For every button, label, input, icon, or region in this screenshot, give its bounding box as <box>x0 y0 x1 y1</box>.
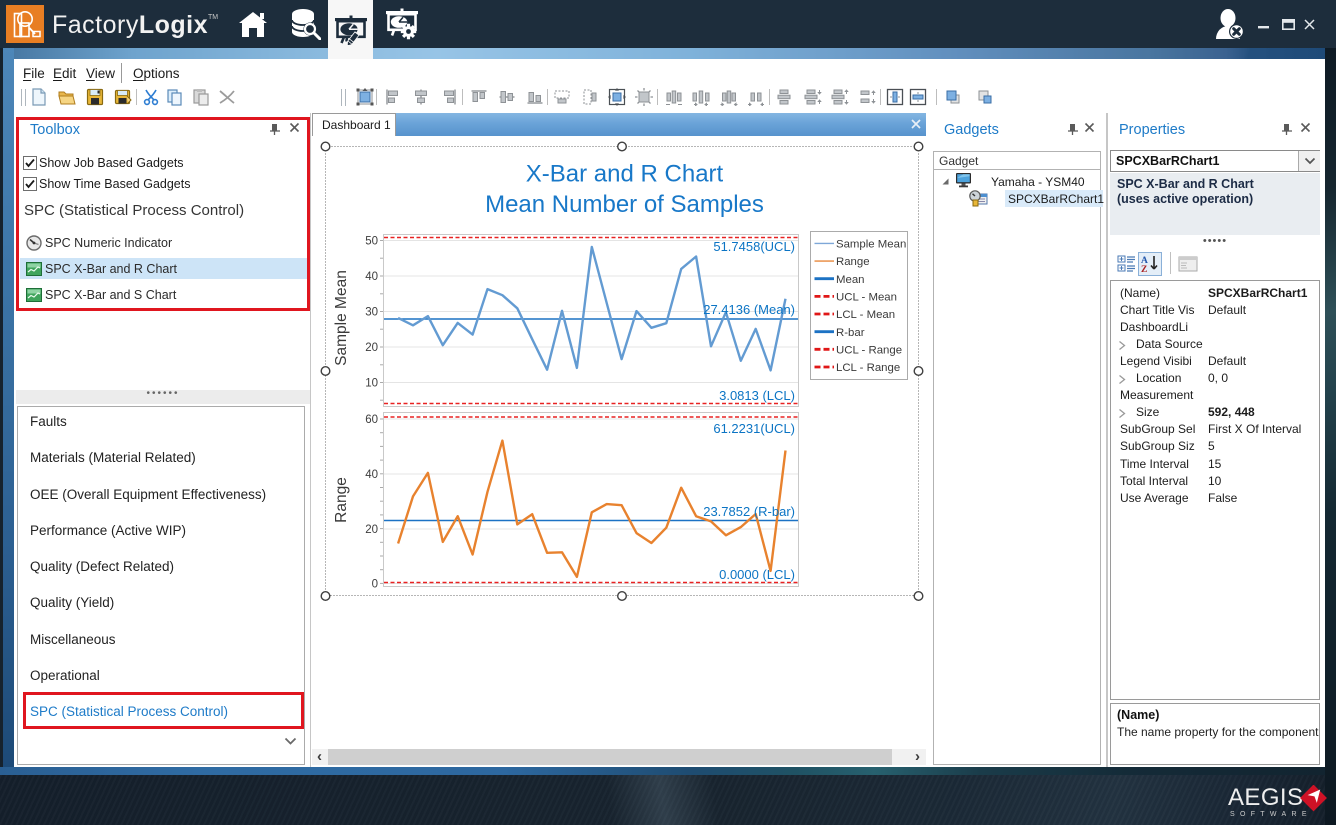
svg-text:10: 10 <box>365 378 378 390</box>
svg-text:LCL - Range: LCL - Range <box>836 362 900 374</box>
svg-text:40: 40 <box>365 271 378 283</box>
svg-text:X-Bar and R Chart: X-Bar and R Chart <box>526 161 724 188</box>
svg-text:R-bar: R-bar <box>836 327 865 339</box>
svg-text:23.7852 (R-bar): 23.7852 (R-bar) <box>703 504 795 519</box>
svg-text:A: A <box>1141 256 1148 266</box>
svg-text:51.7458(UCL): 51.7458(UCL) <box>713 239 795 254</box>
svg-text:20: 20 <box>365 524 378 536</box>
svg-text:40: 40 <box>365 469 378 481</box>
svg-text:AEGIS: AEGIS <box>1228 785 1303 811</box>
svg-text:0: 0 <box>372 579 378 591</box>
svg-text:27.4136 (Mean): 27.4136 (Mean) <box>703 302 795 317</box>
svg-text:Sample Mean: Sample Mean <box>333 270 350 366</box>
svg-text:30: 30 <box>365 307 378 319</box>
svg-text:0.0000 (LCL): 0.0000 (LCL) <box>719 567 795 582</box>
svg-text:50: 50 <box>365 236 378 248</box>
svg-text:Range: Range <box>333 477 350 523</box>
svg-text:Range: Range <box>836 256 870 268</box>
svg-text:Z: Z <box>1141 265 1147 274</box>
svg-text:UCL - Mean: UCL - Mean <box>836 292 897 304</box>
svg-text:LCL - Mean: LCL - Mean <box>836 309 895 321</box>
svg-text:20: 20 <box>365 342 378 354</box>
svg-text:Sample Mean: Sample Mean <box>836 239 906 251</box>
svg-text:60: 60 <box>365 414 378 426</box>
svg-text:3.0813 (LCL): 3.0813 (LCL) <box>719 388 795 403</box>
svg-text:61.2231(UCL): 61.2231(UCL) <box>713 421 795 436</box>
svg-text:Mean: Mean <box>836 274 865 286</box>
svg-text:Mean Number of Samples: Mean Number of Samples <box>485 191 764 218</box>
svg-text:SOFTWARE: SOFTWARE <box>1230 811 1312 818</box>
svg-text:UCL - Range: UCL - Range <box>836 345 902 357</box>
